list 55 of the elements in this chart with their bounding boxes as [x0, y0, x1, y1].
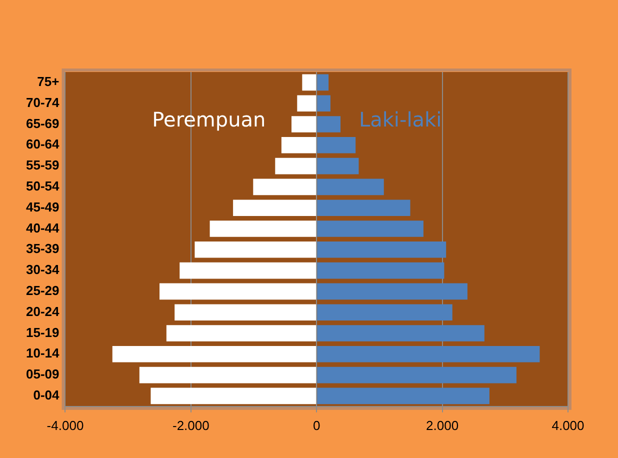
bar	[112, 346, 316, 362]
y-tick-label: 35-39	[26, 241, 60, 256]
y-tick-label: 50-54	[26, 178, 60, 194]
bar	[291, 116, 316, 132]
bar	[233, 200, 316, 216]
bar	[317, 74, 329, 91]
y-tick-label: 0-04	[33, 388, 60, 403]
x-tick-label: 0	[313, 418, 320, 433]
bar	[317, 158, 359, 174]
bar	[317, 262, 444, 279]
bar	[139, 366, 316, 384]
y-tick-label: 10-14	[26, 346, 60, 361]
y-tick-label: 70-74	[26, 94, 60, 110]
bar	[317, 388, 490, 404]
y-tick-label: 75+	[37, 74, 60, 90]
bar	[150, 388, 316, 404]
bar	[317, 283, 468, 300]
bar	[317, 137, 356, 154]
bar	[317, 116, 341, 132]
x-tick-label: -2.000	[172, 418, 210, 433]
series-label: Perempuan	[152, 107, 266, 132]
y-tick-label: 55-59	[26, 158, 60, 173]
bar	[317, 178, 384, 196]
bar	[275, 158, 316, 174]
y-tick-label: 65-69	[26, 116, 60, 131]
bar	[180, 262, 316, 279]
y-tick-label: 45-49	[26, 199, 60, 214]
bar	[317, 95, 330, 112]
y-tick-label: 25-29	[26, 283, 60, 298]
bar	[174, 304, 316, 320]
bar	[194, 242, 316, 258]
bar	[317, 200, 410, 216]
bar	[317, 346, 540, 362]
bar	[210, 220, 316, 237]
series-label: Laki-laki	[358, 107, 442, 132]
bar	[317, 242, 446, 258]
bar	[297, 95, 316, 112]
y-tick-label: 05-09	[26, 366, 60, 382]
bar	[317, 366, 516, 384]
bar	[317, 325, 484, 342]
bar	[317, 220, 424, 237]
y-tick-label: 60-64	[26, 136, 60, 152]
bar	[253, 178, 316, 196]
y-tick-label: 20-24	[26, 304, 60, 319]
bar	[317, 304, 452, 320]
x-tick-label: 2.000	[426, 418, 459, 433]
x-tick-label: -4.000	[46, 418, 84, 433]
y-tick-label: 40-44	[26, 220, 60, 236]
y-tick-label: 15-19	[26, 324, 60, 340]
x-tick-label: 4.000	[552, 418, 584, 433]
bar	[160, 283, 316, 300]
bar	[166, 325, 316, 342]
bar	[281, 137, 316, 154]
bar	[302, 74, 316, 91]
y-tick-label: 30-34	[26, 262, 60, 278]
